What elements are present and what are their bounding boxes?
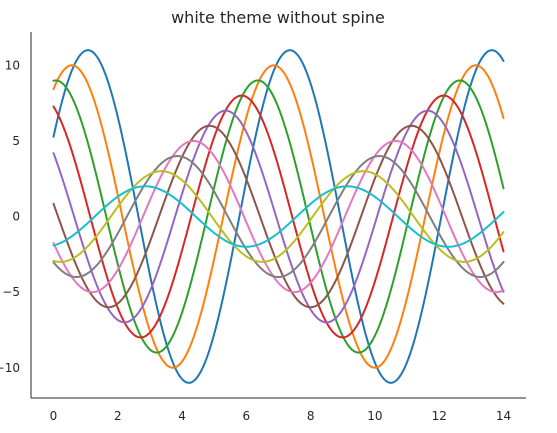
x-tick-label: 8 [307,409,315,423]
series-layer [52,49,505,384]
x-tick-label: 0 [50,409,58,423]
series-line-10 [52,185,505,248]
series-line-9 [52,170,505,263]
y-tick-label: 5 [12,134,20,148]
y-tick-label: −10 [0,361,20,375]
series-line-7 [52,139,505,294]
x-tick-label: 4 [178,409,186,423]
y-tick-label: 10 [5,58,20,72]
x-tick-label: 6 [243,409,251,423]
series-line-3 [52,79,505,354]
series-line-1 [52,49,505,384]
series-line-5 [52,109,505,324]
series-line-4 [52,94,505,339]
ticks-layer: 0 2 4 6 8 10 12 14 −10 −5 0 5 10 [0,58,511,423]
y-tick-label: 0 [12,210,20,224]
series-line-2 [52,64,505,369]
x-tick-label: 12 [432,409,447,423]
series-line-6 [52,124,505,309]
chart-title: white theme without spine [171,8,385,27]
x-tick-label: 14 [496,409,511,423]
x-tick-label: 2 [114,409,122,423]
series-line-8 [52,155,505,279]
y-tick-label: −5 [2,285,20,299]
x-tick-label: 10 [367,409,382,423]
